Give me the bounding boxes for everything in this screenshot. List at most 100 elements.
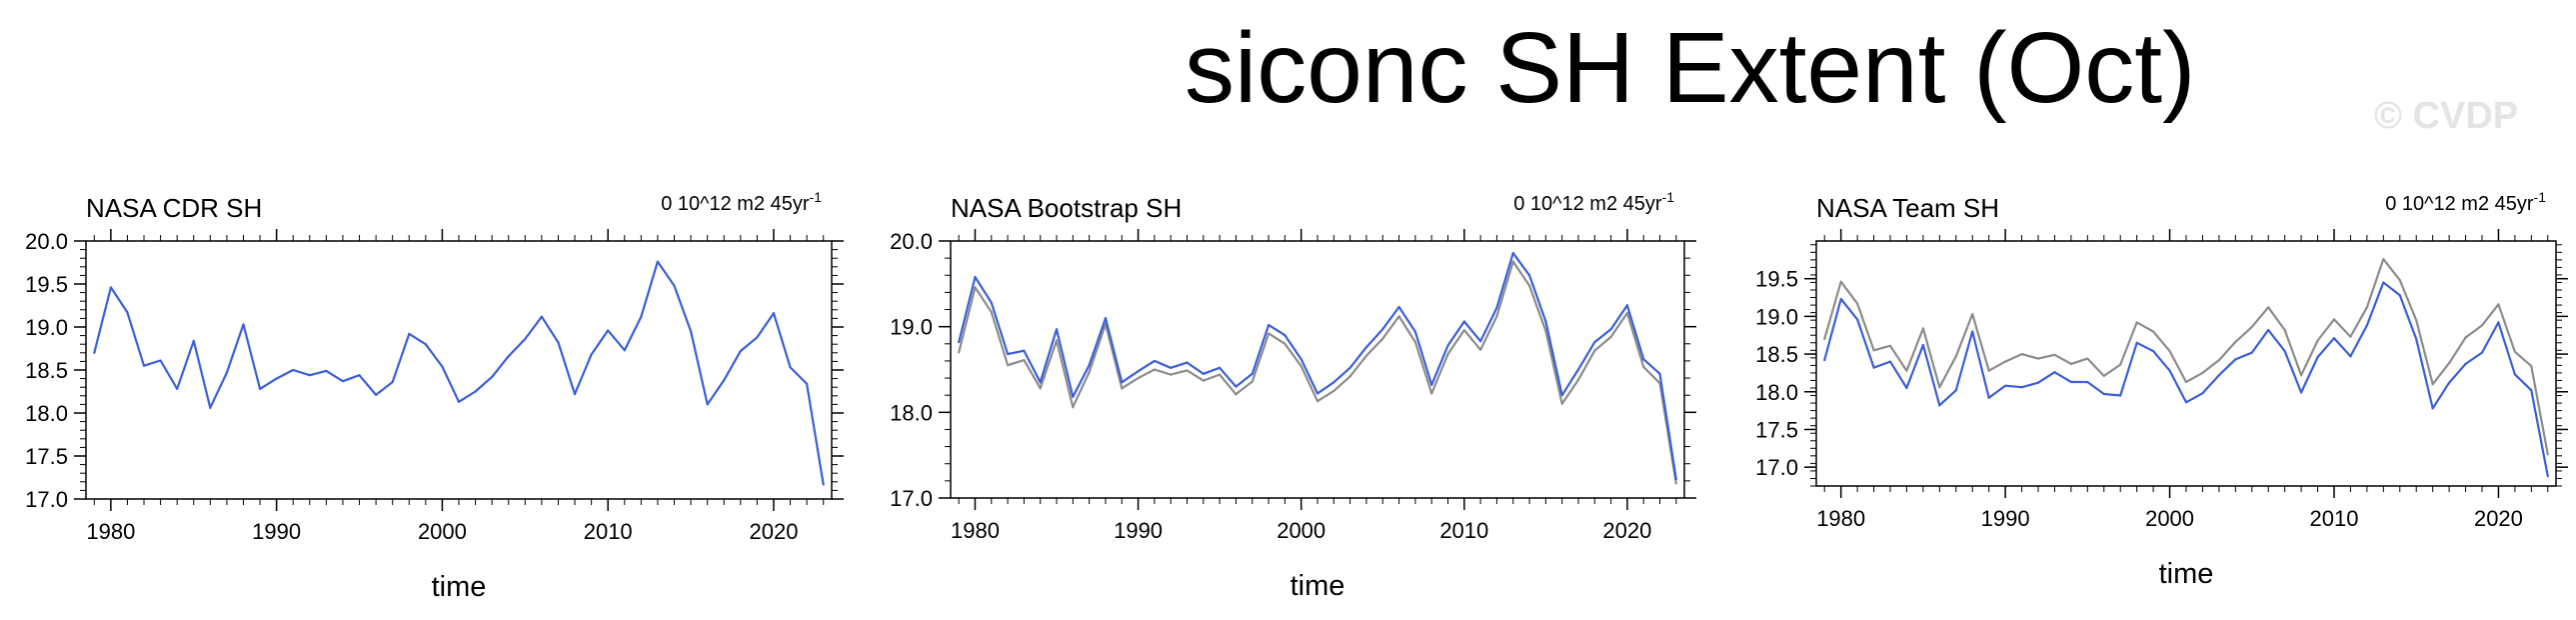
trend-label: 0 10^12 m2 45yr-1 <box>2385 189 2546 215</box>
y-tick-label: 18.0 <box>25 401 68 426</box>
data-point <box>1397 305 1400 309</box>
data-point <box>159 359 162 362</box>
data-point <box>209 406 212 409</box>
data-point <box>1609 328 1612 331</box>
trend-label-superscript: -1 <box>1662 189 1675 205</box>
data-point <box>1137 376 1140 380</box>
data-point <box>1121 381 1124 384</box>
data-point <box>990 311 993 314</box>
x-tick-label: 2020 <box>1602 518 1651 543</box>
data-point <box>391 380 394 384</box>
data-point <box>2365 306 2368 309</box>
data-point <box>325 369 328 372</box>
data-point <box>1954 389 1957 392</box>
y-tick-label: 19.0 <box>1755 304 1798 329</box>
x-tick-label: 1990 <box>252 519 301 544</box>
data-point <box>1364 346 1368 349</box>
data-point <box>806 382 809 385</box>
data-point <box>1544 320 1547 323</box>
x-tick-label: 1990 <box>1114 518 1163 543</box>
trend-label-superscript: -1 <box>2534 189 2547 205</box>
data-point <box>673 284 676 287</box>
data-point <box>2020 352 2023 356</box>
x-tick-label: 2000 <box>2145 506 2194 531</box>
data-point <box>2300 391 2303 394</box>
data-point <box>1609 335 1612 339</box>
data-point <box>1674 478 1677 481</box>
data-point <box>2480 324 2484 327</box>
data-point <box>2382 257 2385 261</box>
data-point <box>1987 369 1990 372</box>
data-point <box>2431 383 2434 386</box>
x-tick-label: 1990 <box>1981 506 2030 531</box>
data-point <box>1039 381 1042 384</box>
data-point <box>2316 339 2319 342</box>
x-tick-label: 2010 <box>1439 518 1488 543</box>
y-tick-label: 18.5 <box>1755 342 1798 367</box>
data-point <box>2398 294 2401 297</box>
y-tick-label: 17.0 <box>1755 455 1798 480</box>
data-point <box>507 355 510 358</box>
data-point <box>974 275 977 279</box>
data-point <box>2119 363 2122 366</box>
data-point <box>2069 362 2072 365</box>
data-point <box>1202 379 1205 382</box>
x-tick-label: 1980 <box>951 518 1000 543</box>
data-point <box>2267 328 2270 332</box>
data-point <box>1397 315 1400 318</box>
data-point <box>1954 355 1957 358</box>
data-point <box>656 260 660 263</box>
data-point <box>1560 402 1563 405</box>
data-point <box>2431 407 2434 410</box>
data-point <box>2365 324 2368 327</box>
data-point <box>1888 344 1892 347</box>
data-point <box>1315 392 1319 395</box>
data-point <box>2086 380 2089 384</box>
x-tick-label: 2000 <box>1277 518 1325 543</box>
x-axis-label: time <box>1290 570 1345 602</box>
data-point <box>176 387 179 391</box>
data-point <box>557 341 560 344</box>
data-point <box>1332 389 1335 393</box>
data-point <box>524 337 527 341</box>
data-point <box>1413 330 1416 333</box>
data-point <box>1137 370 1140 373</box>
data-point <box>1642 358 1645 361</box>
trend-label: 0 10^12 m2 45yr-1 <box>661 189 822 215</box>
data-point <box>2168 349 2171 353</box>
data-point <box>1219 373 1222 376</box>
data-point <box>2497 303 2500 306</box>
data-point <box>2168 369 2171 372</box>
data-point <box>1938 386 1941 389</box>
data-point <box>1658 372 1661 375</box>
data-point <box>1674 482 1677 485</box>
trend-label-superscript: -1 <box>810 189 823 205</box>
data-point <box>1235 393 1238 396</box>
data-point <box>1219 366 1222 369</box>
data-point <box>1872 349 1875 352</box>
data-point <box>2480 351 2484 354</box>
data-point <box>2398 279 2401 282</box>
data-point <box>1511 251 1514 255</box>
data-point <box>1170 366 1173 369</box>
data-point <box>1905 386 1908 390</box>
data-point <box>789 366 792 369</box>
data-point <box>958 351 961 354</box>
data-point <box>2530 365 2533 368</box>
data-point <box>2349 335 2352 338</box>
data-point <box>2135 321 2138 324</box>
data-point <box>2332 318 2336 321</box>
data-point <box>1088 370 1091 374</box>
data-point <box>1446 352 1449 356</box>
data-point <box>1479 340 1482 343</box>
data-point <box>2497 321 2500 324</box>
data-point <box>2053 371 2056 374</box>
data-point <box>1332 381 1335 384</box>
data-point <box>1642 365 1645 369</box>
data-point <box>1527 274 1531 277</box>
data-point <box>1921 343 1924 347</box>
data-point <box>2283 328 2286 332</box>
data-point <box>109 286 112 289</box>
data-point <box>2004 384 2007 387</box>
data-point <box>1186 361 1189 364</box>
